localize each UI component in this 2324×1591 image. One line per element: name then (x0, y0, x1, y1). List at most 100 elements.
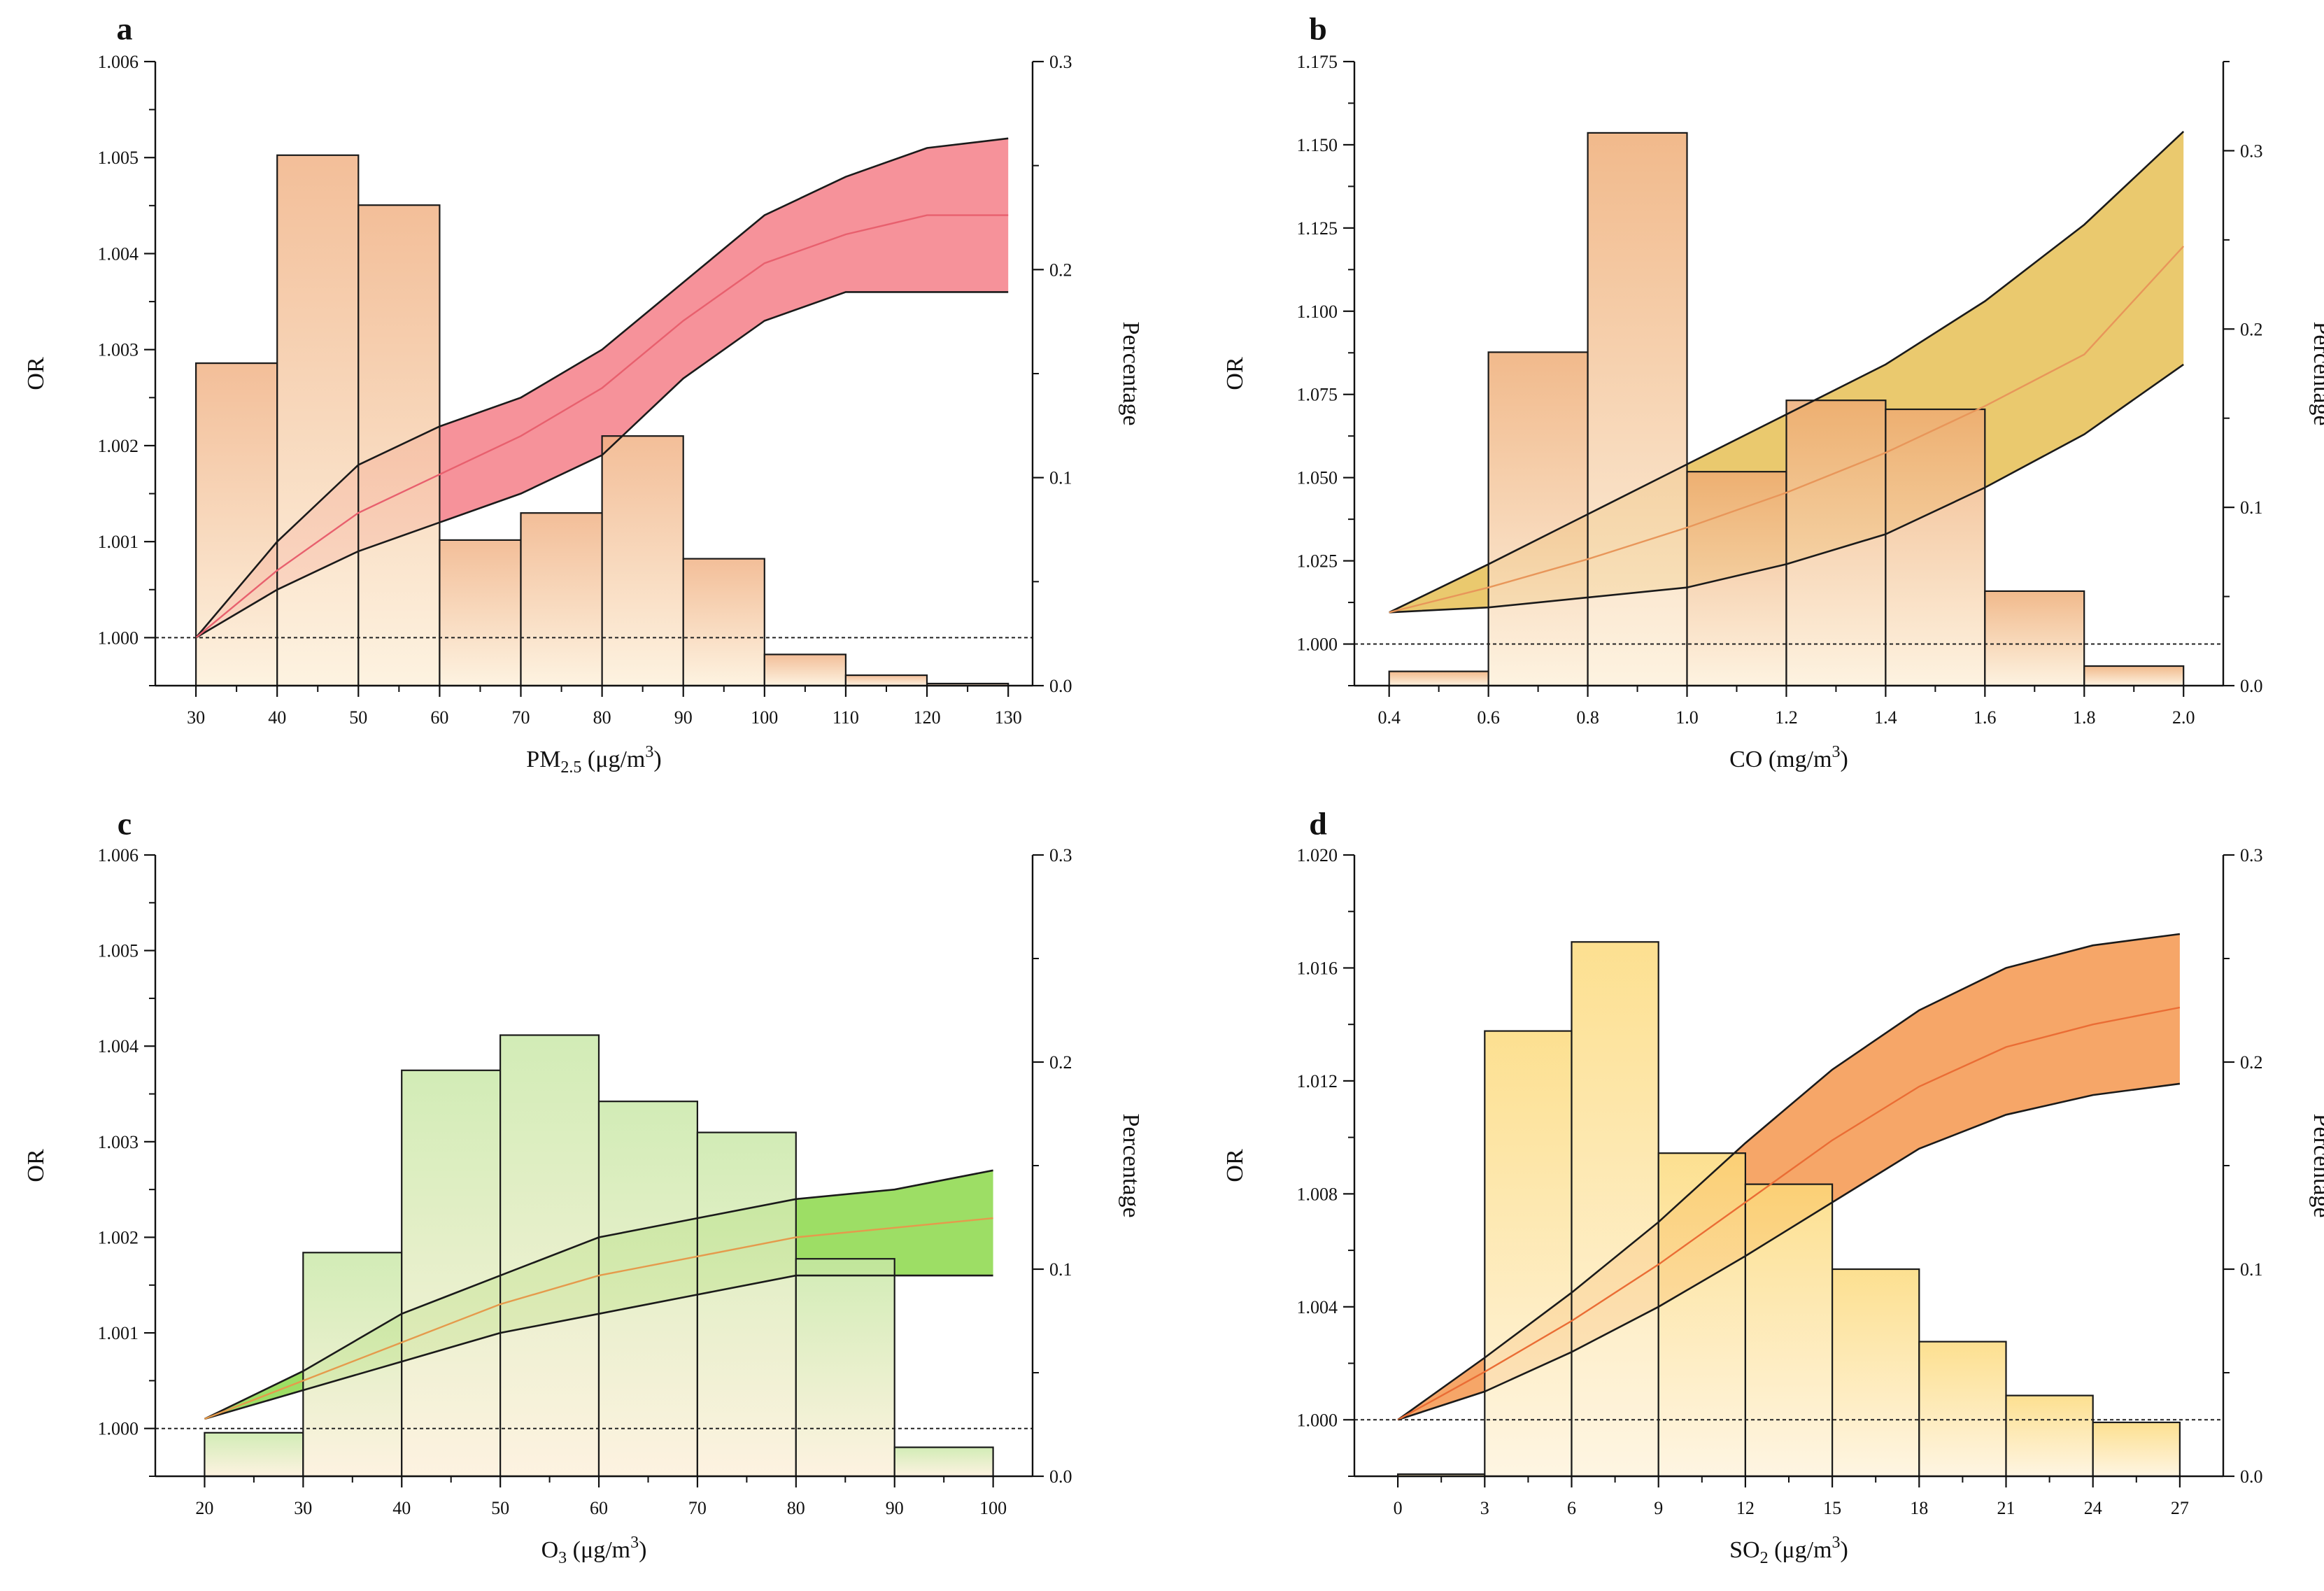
histogram-bar-d-4 (1744, 1183, 1834, 1478)
y-left-tick-label-a-5: 1.005 (98, 148, 139, 168)
x-tick-label-b-2: 0.8 (1576, 707, 1599, 728)
x-tick-label-a-4: 70 (512, 707, 530, 728)
x-title-subscript: 2 (1760, 1549, 1769, 1567)
y-right-tick-label-c-3: 0.3 (1049, 845, 1072, 865)
ci-upper-line-b (1389, 130, 2185, 614)
y-left-tick-label-c-4: 1.004 (98, 1036, 139, 1056)
x-tick-label-c-1: 30 (294, 1498, 312, 1518)
x-title-main: SO (1729, 1537, 1759, 1563)
y-right-tick-label-d-3: 0.3 (2240, 845, 2263, 865)
x-title-superscript: 3 (630, 1534, 639, 1552)
x-title-unit: (μg/m (581, 747, 645, 772)
histogram-bar-d-7 (2005, 1394, 2094, 1478)
histogram-bar-b-6 (1984, 590, 2085, 687)
x-tick-label-a-9: 120 (914, 707, 941, 728)
histogram-bar-b-2 (1587, 132, 1688, 687)
y-left-tick-label-d-2: 1.008 (1297, 1184, 1338, 1204)
histogram-bar-c-5 (696, 1131, 797, 1478)
x-tick-label-b-8: 2.0 (2172, 707, 2195, 728)
x-tick-label-d-8: 24 (2084, 1498, 2102, 1518)
y-right-title-c: Percentage (1118, 1113, 1144, 1217)
histogram-bar-c-2 (401, 1069, 502, 1478)
histogram-bar-d-6 (1918, 1341, 2007, 1478)
x-tick-label-a-5: 80 (593, 707, 611, 728)
or-curve-d (1397, 1006, 2181, 1421)
panel-d: 0 3 6 9 12 15 18 21 24 27 1.000 1.004 1.008 1.012 1.01… (1222, 806, 2324, 1567)
y-left-tick-label-c-5: 1.005 (98, 941, 139, 961)
y-left-tick-label-a-2: 1.002 (98, 436, 139, 456)
x-tick-label-d-3: 9 (1654, 1498, 1663, 1518)
y-left-tick-label-a-0: 1.000 (98, 628, 139, 648)
y-left-tick-label-b-5: 1.125 (1297, 218, 1338, 239)
x-tick-label-a-2: 50 (349, 707, 367, 728)
x-title-close: ) (639, 1537, 646, 1563)
ci-lower-line-c (204, 1274, 993, 1420)
y-right-tick-label-d-0: 0.0 (2240, 1466, 2263, 1487)
panel-letter-b: b (1309, 11, 1327, 47)
x-tick-label-b-0: 0.4 (1377, 707, 1401, 728)
x-tick-label-b-1: 0.6 (1477, 707, 1500, 728)
x-tick-label-a-0: 30 (187, 707, 205, 728)
y-left-tick-label-b-2: 1.050 (1297, 468, 1338, 488)
x-tick-label-a-8: 110 (832, 707, 859, 728)
x-tick-label-a-10: 130 (995, 707, 1022, 728)
ci-upper-line-a (195, 137, 1009, 639)
x-tick-label-c-5: 70 (688, 1498, 707, 1518)
panel-a: 30 40 50 60 70 80 90 100 110 120 130 1.000 1.001 1.00… (23, 11, 1144, 777)
histogram-bar-a-4 (520, 512, 603, 687)
histogram-bar-c-7 (893, 1446, 994, 1478)
x-tick-label-b-4: 1.2 (1775, 707, 1798, 728)
y-left-tick-label-a-3: 1.003 (98, 340, 139, 360)
x-title-subscript: 2.5 (560, 758, 581, 777)
y-left-tick-label-c-1: 1.001 (98, 1323, 139, 1343)
y-left-tick-label-a-4: 1.004 (98, 244, 139, 264)
y-right-tick-label-a-0: 0.0 (1049, 676, 1072, 696)
histogram-bar-c-6 (795, 1258, 895, 1478)
x-tick-label-b-5: 1.4 (1874, 707, 1897, 728)
y-right-tick-label-b-3: 0.3 (2240, 141, 2263, 161)
y-right-tick-label-a-2: 0.2 (1049, 260, 1072, 280)
x-title-unit: (mg/m (1762, 747, 1831, 772)
ci-lower-line-d (1397, 1082, 2181, 1421)
histogram-bar-a-8 (844, 674, 928, 687)
y-left-tick-label-b-0: 1.000 (1297, 635, 1338, 655)
y-left-tick-label-c-6: 1.006 (98, 845, 139, 865)
y-right-title-a: Percentage (1118, 321, 1144, 425)
y-left-tick-label-b-6: 1.150 (1297, 135, 1338, 155)
x-tick-label-a-7: 100 (751, 707, 778, 728)
y-right-tick-label-c-0: 0.0 (1049, 1466, 1072, 1487)
histogram-bar-b-5 (1885, 408, 1986, 687)
panel-letter-a: a (117, 11, 133, 47)
or-curve-a (195, 214, 1009, 639)
histogram-bar-b-7 (2083, 665, 2185, 687)
y-left-title-c: OR (23, 1149, 49, 1182)
histogram-bar-a-5 (601, 435, 684, 687)
y-left-tick-label-c-0: 1.000 (98, 1419, 139, 1439)
x-tick-label-d-0: 0 (1394, 1498, 1403, 1518)
ci-lower-line-b (1389, 363, 2184, 614)
x-tick-label-c-2: 40 (392, 1498, 411, 1518)
x-tick-label-c-8: 100 (979, 1498, 1007, 1518)
y-right-tick-label-c-2: 0.2 (1049, 1052, 1072, 1073)
x-tick-label-d-6: 18 (1910, 1498, 1928, 1518)
y-left-tick-label-b-3: 1.075 (1297, 385, 1338, 405)
y-left-tick-label-b-7: 1.175 (1297, 52, 1338, 72)
y-left-tick-label-c-2: 1.002 (98, 1228, 139, 1248)
x-title-main: O (541, 1537, 559, 1563)
panel-letter-d: d (1309, 806, 1327, 842)
histogram-bar-b-3 (1686, 471, 1787, 687)
y-left-tick-label-d-5: 1.020 (1297, 845, 1338, 865)
y-right-tick-label-b-1: 0.1 (2240, 497, 2263, 518)
x-tick-label-c-6: 80 (787, 1498, 805, 1518)
x-axis-title-d: SO2 (μg/m3) (1729, 1534, 1848, 1567)
x-axis-title-b: CO (mg/m3) (1729, 743, 1848, 772)
histogram-bar-c-0 (204, 1431, 304, 1478)
y-right-tick-label-d-1: 0.1 (2240, 1259, 2263, 1280)
x-tick-label-b-6: 1.6 (1974, 707, 1997, 728)
x-title-subscript: 3 (558, 1549, 567, 1567)
x-tick-label-b-3: 1.0 (1675, 707, 1699, 728)
x-tick-label-d-5: 15 (1823, 1498, 1841, 1518)
histogram-bar-b-1 (1487, 351, 1589, 687)
x-title-superscript: 3 (1832, 1534, 1841, 1552)
x-tick-label-c-3: 50 (491, 1498, 509, 1518)
